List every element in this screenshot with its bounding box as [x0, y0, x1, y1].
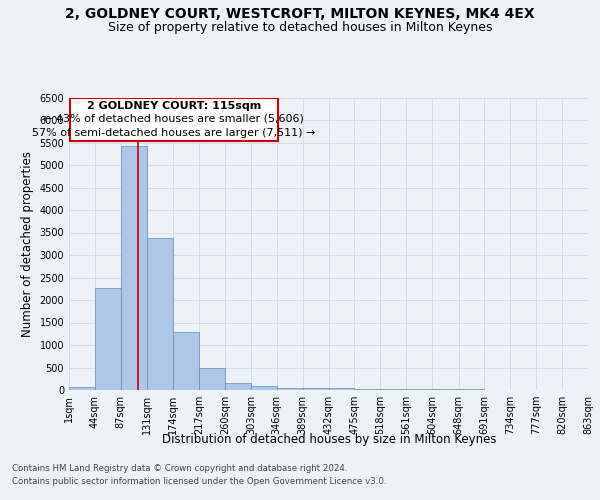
Bar	[251, 386, 277, 390]
Y-axis label: Number of detached properties: Number of detached properties	[21, 151, 34, 337]
Bar	[173, 332, 199, 390]
Bar	[380, 389, 406, 390]
Text: Distribution of detached houses by size in Milton Keynes: Distribution of detached houses by size …	[161, 432, 496, 446]
Text: Contains public sector information licensed under the Open Government Licence v3: Contains public sector information licen…	[12, 478, 386, 486]
Bar	[355, 388, 380, 390]
Text: 57% of semi-detached houses are larger (7,511) →: 57% of semi-detached houses are larger (…	[32, 128, 316, 138]
Bar	[121, 146, 146, 390]
Bar	[302, 388, 329, 390]
Text: Contains HM Land Registry data © Crown copyright and database right 2024.: Contains HM Land Registry data © Crown c…	[12, 464, 347, 473]
Bar	[277, 388, 302, 390]
Bar	[406, 389, 432, 390]
Bar	[95, 288, 121, 390]
Bar	[69, 386, 95, 390]
Bar	[199, 368, 225, 390]
Bar	[225, 383, 251, 390]
Text: Size of property relative to detached houses in Milton Keynes: Size of property relative to detached ho…	[108, 21, 492, 34]
Text: ← 43% of detached houses are smaller (5,606): ← 43% of detached houses are smaller (5,…	[43, 114, 304, 124]
Text: 2 GOLDNEY COURT: 115sqm: 2 GOLDNEY COURT: 115sqm	[86, 100, 261, 110]
Bar	[147, 238, 173, 390]
FancyBboxPatch shape	[70, 98, 278, 141]
Bar	[329, 388, 355, 390]
Text: 2, GOLDNEY COURT, WESTCROFT, MILTON KEYNES, MK4 4EX: 2, GOLDNEY COURT, WESTCROFT, MILTON KEYN…	[65, 8, 535, 22]
